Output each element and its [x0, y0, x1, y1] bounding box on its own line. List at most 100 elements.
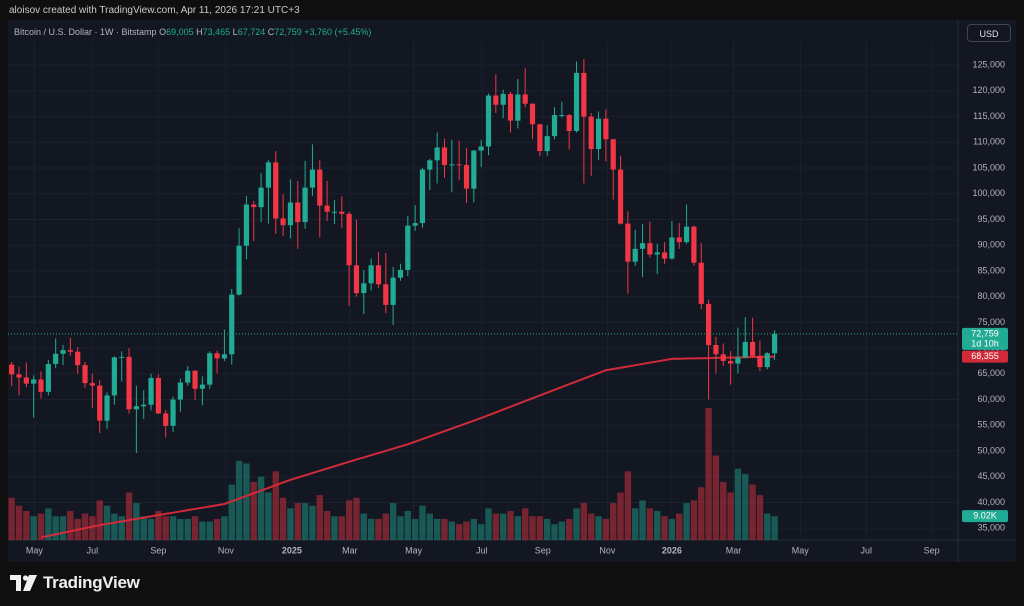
- volume-bar: [639, 500, 646, 540]
- candle-body: [170, 399, 176, 426]
- candle-body: [383, 284, 389, 305]
- brand-name: TradingView: [43, 573, 140, 592]
- candle-body: [361, 283, 367, 294]
- candle-body: [214, 353, 220, 359]
- ohlc-value: 73,465: [202, 27, 231, 37]
- candle-body: [522, 94, 528, 104]
- volume-bar: [720, 481, 727, 540]
- candle-body: [434, 147, 440, 161]
- candle-body: [324, 205, 330, 212]
- candle-body: [199, 384, 206, 389]
- candle-body: [749, 341, 756, 356]
- volume-bar: [441, 518, 448, 540]
- ohlc-key: C: [267, 27, 275, 37]
- volume-bar: [756, 495, 764, 540]
- volume-bar: [397, 516, 404, 540]
- volume-bar: [492, 513, 500, 540]
- candle-body: [60, 350, 66, 354]
- volume-bar: [228, 484, 235, 540]
- candle-body: [133, 406, 139, 410]
- candle-body: [89, 383, 95, 386]
- plot: [8, 58, 958, 540]
- volume-bar: [448, 521, 456, 540]
- candle-body: [559, 115, 565, 117]
- volume-bar: [111, 513, 118, 540]
- candle-body: [427, 160, 433, 170]
- volume-bar: [617, 492, 624, 540]
- candle-body: [302, 187, 308, 223]
- volume-bar: [646, 508, 654, 540]
- candle-body: [221, 354, 228, 359]
- price-tag-label: 68,355: [971, 351, 999, 361]
- candle-body: [273, 162, 279, 219]
- candle-body: [75, 351, 81, 366]
- volume-bar: [654, 510, 661, 540]
- volume-bar: [96, 500, 103, 540]
- volume-bar: [595, 516, 602, 540]
- x-tick-label: Nov: [599, 545, 616, 555]
- currency-button[interactable]: USD: [967, 24, 1011, 42]
- chart: 35,000 40,000 45,000 50,000 55,000 60,000 65,0…: [8, 20, 1016, 562]
- volume-bar: [565, 518, 573, 540]
- volume-bar: [661, 516, 668, 540]
- x-tick-label: May: [792, 545, 810, 555]
- credit: aloisov created with TradingView.com, Ap…: [9, 5, 300, 16]
- volume-bar: [764, 513, 771, 540]
- volume-bar: [191, 516, 199, 540]
- candle-body: [676, 237, 682, 243]
- volume-bar: [749, 484, 756, 540]
- ohlc-key: H: [196, 27, 203, 37]
- candle-body: [537, 124, 543, 152]
- candle-body: [9, 364, 15, 375]
- volume-bar: [610, 503, 617, 540]
- y-tick-label: 100,000: [972, 188, 1005, 198]
- volume-bar: [52, 516, 59, 540]
- candle-body: [229, 294, 235, 355]
- volume-bar: [771, 516, 778, 540]
- y-tick-label: 125,000: [972, 60, 1005, 70]
- x-tick-label: Jul: [476, 545, 488, 555]
- candle-body: [515, 94, 521, 121]
- volume-bar: [485, 508, 492, 540]
- volume-bar: [125, 492, 133, 540]
- candle-body: [720, 354, 726, 361]
- candle-body: [111, 357, 117, 396]
- candle-body: [595, 118, 602, 150]
- volume-bar: [316, 495, 323, 540]
- volume-bar: [690, 500, 698, 540]
- y-tick-label: 95,000: [977, 214, 1005, 224]
- candle-body: [368, 265, 374, 284]
- volume-bar: [705, 408, 712, 540]
- volume-bar: [521, 508, 529, 540]
- candle-body: [163, 413, 169, 426]
- candle-body: [155, 377, 161, 414]
- candle-body: [735, 357, 741, 364]
- ohlc-value: 67,724: [237, 27, 266, 37]
- candle-body: [23, 377, 29, 384]
- candle-body: [258, 187, 264, 208]
- moving-average: [40, 355, 775, 539]
- volume-bar: [338, 516, 345, 540]
- x-tick-label: Mar: [726, 545, 742, 555]
- volume-bar: [177, 518, 184, 540]
- y-tick-label: 60,000: [977, 394, 1005, 404]
- candle-body: [632, 248, 638, 262]
- volume-bar: [382, 513, 389, 540]
- price-tag: [962, 350, 1008, 363]
- candle-body: [126, 356, 132, 410]
- volume-bar: [30, 516, 37, 540]
- volume-bar: [712, 455, 720, 540]
- volume-bar: [727, 492, 734, 540]
- y-tick-label: 45,000: [977, 471, 1005, 481]
- candle-body: [243, 204, 250, 246]
- candle-body: [544, 136, 550, 152]
- volume-bar: [257, 476, 265, 540]
- candle-body: [309, 169, 316, 188]
- volume-bar: [580, 503, 588, 540]
- volume-bar: [536, 516, 544, 540]
- y-tick-label: 65,000: [977, 368, 1005, 378]
- candle-body: [185, 370, 191, 383]
- volume-bar: [624, 471, 632, 540]
- volume-bar: [294, 503, 301, 540]
